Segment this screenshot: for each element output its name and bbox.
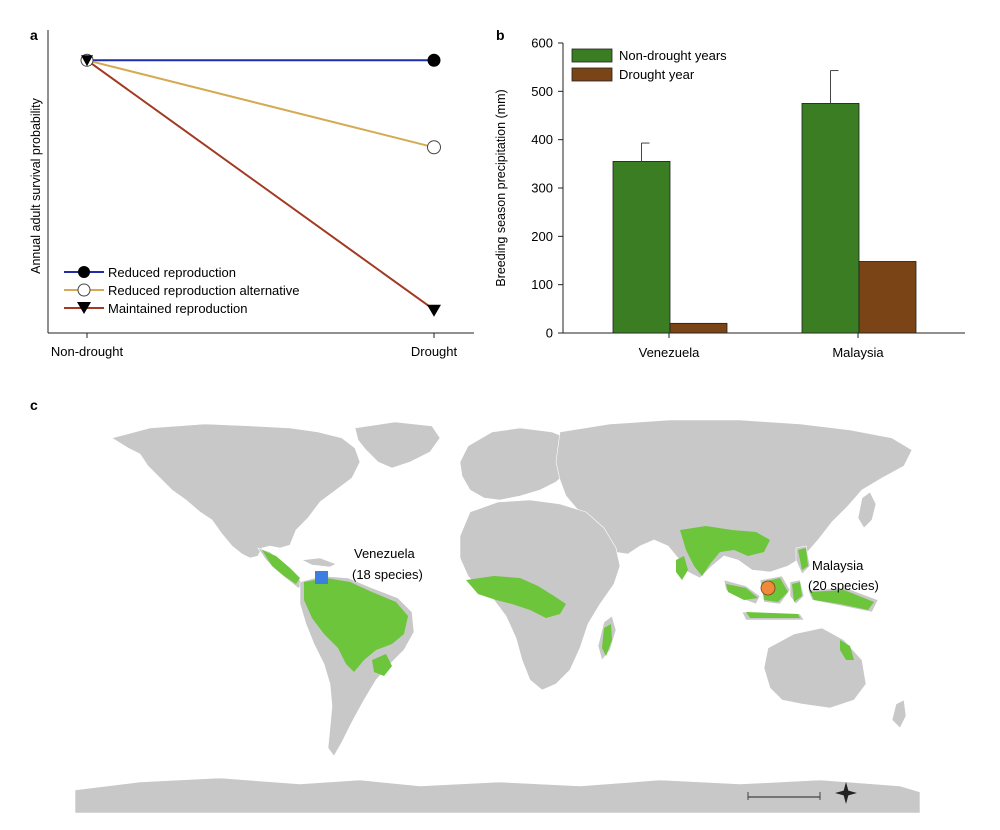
forest-amazon [304, 578, 408, 672]
land-greenland [354, 421, 441, 469]
a-legend-marker-1 [77, 283, 91, 297]
a-marker-end-2 [427, 304, 441, 317]
a-series-line-2 [86, 59, 435, 311]
b-bars [612, 70, 917, 334]
panel-c-world-map: Venezuela (18 species) Malaysia (20 spec… [74, 418, 921, 814]
b-y-tick-label-0: 0 [546, 326, 553, 341]
a-series-markers [80, 53, 441, 317]
land-japan [857, 491, 877, 529]
venezuela-label-count: (18 species) [352, 567, 423, 582]
panel-label-c: c [30, 397, 38, 413]
malaysia-label-count: (20 species) [808, 578, 879, 593]
a-series-line-1 [86, 59, 435, 149]
land-europe [459, 427, 579, 501]
forest-atlantic [372, 654, 392, 676]
b-y-tick-label-2: 200 [531, 229, 553, 244]
a-marker-end-1 [427, 140, 441, 155]
compass-icon [835, 782, 857, 804]
a-legend-marker-2 [77, 302, 91, 314]
b-legend: Non-drought years Drought year [571, 48, 727, 82]
a-legend-label-2: Maintained reproduction [108, 301, 247, 316]
land-antarctica [74, 777, 921, 814]
a-series-lines [86, 59, 435, 311]
land-north-america [111, 423, 361, 559]
b-x-tick-label-1: Malaysia [832, 345, 884, 360]
land-new-zealand [891, 699, 907, 729]
b-y-tick-label-6: 600 [531, 36, 553, 51]
b-legend-swatch-0 [571, 48, 613, 63]
panel-a-line-chart: Non-drought Drought Annual adult surviva… [29, 30, 474, 359]
a-marker-end-0 [427, 53, 441, 67]
map-forest-regions [262, 526, 874, 676]
b-y-tick-label-4: 400 [531, 132, 553, 147]
b-legend-label-0: Non-drought years [619, 48, 727, 63]
forest-philippines [798, 548, 808, 570]
a-legend-label-1: Reduced reproduction alternative [108, 283, 300, 298]
b-bar-venezuela-0 [612, 161, 671, 334]
b-bar-venezuela-1 [669, 322, 728, 334]
venezuela-label-name: Venezuela [354, 546, 415, 561]
b-y-tick-label-3: 300 [531, 181, 553, 196]
map-scale-bar [747, 792, 821, 800]
a-marker-start-2 [81, 55, 93, 67]
venezuela-site-marker [315, 571, 328, 584]
b-y-axis-label: Breeding season precipitation (mm) [494, 89, 508, 286]
a-x-tick-label-0: Non-drought [51, 344, 124, 359]
forest-west-africa [466, 576, 566, 618]
b-legend-label-1: Drought year [619, 67, 695, 82]
forest-madagascar [602, 624, 612, 656]
b-y-tick-label-1: 100 [531, 277, 553, 292]
a-legend-marker-0 [78, 266, 90, 278]
b-bar-malaysia-1 [858, 261, 917, 334]
malaysia-label-name: Malaysia [812, 558, 864, 573]
forest-australia [840, 640, 854, 660]
forest-central-america [262, 550, 300, 584]
b-y-tick-label-5: 500 [531, 84, 553, 99]
b-x-tick-label-0: Venezuela [639, 345, 700, 360]
b-bar-malaysia-0 [801, 103, 860, 334]
land-caribbean [300, 557, 337, 568]
b-y-axis: 0 100 200 300 400 500 600 [531, 36, 563, 341]
panel-label-a: a [30, 27, 38, 43]
a-legend-label-0: Reduced reproduction [108, 265, 236, 280]
forest-india [676, 556, 688, 580]
a-x-tick-label-1: Drought [411, 344, 458, 359]
b-legend-swatch-1 [571, 67, 613, 82]
a-y-axis-label: Annual adult survival probability [29, 97, 43, 274]
panel-b-bar-chart: Breeding season precipitation (mm) 0 100 2… [494, 36, 965, 360]
a-legend: Reduced reproduction Reduced reproductio… [64, 265, 300, 316]
panel-label-b: b [496, 27, 505, 43]
forest-se-asia [680, 526, 770, 576]
malaysia-site-marker [760, 580, 776, 596]
